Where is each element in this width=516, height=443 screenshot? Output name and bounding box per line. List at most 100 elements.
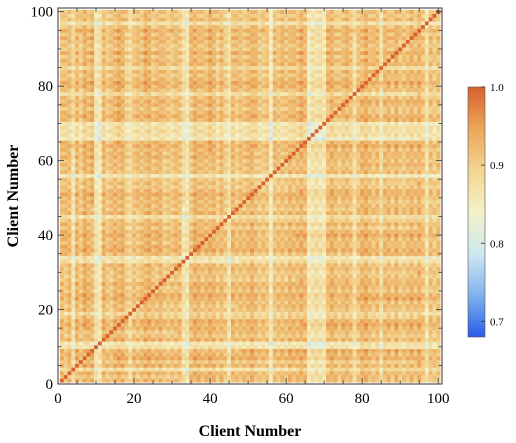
heatmap-cell <box>121 252 125 256</box>
heatmap-cell <box>109 66 113 70</box>
heatmap-cell <box>79 174 83 178</box>
heatmap-cell <box>98 166 102 170</box>
heatmap-cell <box>128 263 132 267</box>
heatmap-cell <box>83 285 87 289</box>
heatmap-cell <box>227 177 231 181</box>
heatmap-cell <box>109 300 113 304</box>
heatmap-cell <box>117 55 121 59</box>
heatmap-cell <box>147 341 151 345</box>
heatmap-cell <box>208 73 212 77</box>
heatmap-cell <box>136 88 140 92</box>
heatmap-cell <box>235 32 239 36</box>
heatmap-cell <box>90 285 94 289</box>
heatmap-cell <box>189 300 193 304</box>
heatmap-cell <box>159 185 163 189</box>
heatmap-cell <box>71 21 75 25</box>
heatmap-cell <box>147 256 151 260</box>
heatmap-cell <box>79 81 83 85</box>
heatmap-cell <box>106 311 110 315</box>
heatmap-cell <box>121 360 125 364</box>
heatmap-cell <box>60 226 64 230</box>
heatmap-cell <box>246 21 250 25</box>
heatmap-cell <box>212 58 216 62</box>
heatmap-cell <box>140 304 144 308</box>
heatmap-cell <box>94 259 98 263</box>
heatmap-cell <box>144 315 148 319</box>
heatmap-cell <box>159 297 163 301</box>
heatmap-cell <box>144 263 148 267</box>
heatmap-cell <box>125 360 129 364</box>
heatmap-cell <box>193 230 197 234</box>
heatmap-cell <box>220 125 224 129</box>
heatmap-cell <box>136 330 140 334</box>
heatmap-cell <box>208 14 212 18</box>
heatmap-cell <box>170 129 174 133</box>
heatmap-cell <box>94 32 98 36</box>
heatmap-cell <box>64 352 68 356</box>
heatmap-cell <box>121 84 125 88</box>
heatmap-cell <box>147 95 151 99</box>
heatmap-cell <box>155 107 159 111</box>
heatmap-cell <box>68 55 72 59</box>
heatmap-cell <box>159 207 163 211</box>
heatmap-cell <box>227 203 231 207</box>
heatmap-cell <box>121 66 125 70</box>
heatmap-cell <box>140 17 144 21</box>
heatmap-cell <box>71 92 75 96</box>
heatmap-cell <box>79 207 83 211</box>
heatmap-cell <box>159 341 163 345</box>
heatmap-cell <box>170 226 174 230</box>
heatmap-cell <box>204 293 208 297</box>
heatmap-cell <box>87 371 91 375</box>
heatmap-cell <box>121 32 125 36</box>
heatmap-cell <box>216 278 220 282</box>
heatmap-cell <box>79 58 83 62</box>
heatmap-cell <box>235 337 239 341</box>
heatmap-cell <box>83 226 87 230</box>
heatmap-cell <box>144 330 148 334</box>
heatmap-cell <box>212 99 216 103</box>
heatmap-cell <box>117 77 121 81</box>
heatmap-cell <box>102 21 106 25</box>
heatmap-cell <box>208 36 212 40</box>
heatmap-cell <box>178 345 182 349</box>
heatmap-cell <box>185 222 189 226</box>
heatmap-cell <box>117 177 121 181</box>
heatmap-cell <box>109 174 113 178</box>
heatmap-cell <box>109 189 113 193</box>
heatmap-cell <box>201 144 205 148</box>
heatmap-cell <box>98 230 102 234</box>
heatmap-cell <box>83 244 87 248</box>
heatmap-cell <box>79 237 83 241</box>
heatmap-cell <box>197 371 201 375</box>
heatmap-cell <box>109 36 113 40</box>
heatmap-cell <box>197 241 201 245</box>
heatmap-cell <box>94 51 98 55</box>
heatmap-cell <box>68 159 72 163</box>
heatmap-cell <box>197 114 201 118</box>
heatmap-cell <box>90 233 94 237</box>
heatmap-cell <box>242 337 246 341</box>
heatmap-cell <box>155 174 159 178</box>
heatmap-cell <box>220 166 224 170</box>
heatmap-cell <box>136 319 140 323</box>
heatmap-cell <box>155 122 159 126</box>
heatmap-cell <box>102 297 106 301</box>
heatmap-cells <box>60 10 441 383</box>
heatmap-cell <box>87 17 91 21</box>
heatmap-cell <box>216 163 220 167</box>
heatmap-cell <box>220 326 224 330</box>
heatmap-cell <box>170 166 174 170</box>
heatmap-cell <box>159 360 163 364</box>
heatmap-cell <box>109 341 113 345</box>
heatmap-cell <box>204 110 208 114</box>
heatmap-cell <box>132 304 136 308</box>
heatmap-cell <box>106 148 110 152</box>
heatmap-cell <box>125 274 129 278</box>
heatmap-cell <box>223 367 227 371</box>
heatmap-cell <box>239 244 243 248</box>
heatmap-cell <box>109 21 113 25</box>
heatmap-cell <box>163 237 167 241</box>
heatmap-cell <box>79 270 83 274</box>
heatmap-cell <box>231 241 235 245</box>
